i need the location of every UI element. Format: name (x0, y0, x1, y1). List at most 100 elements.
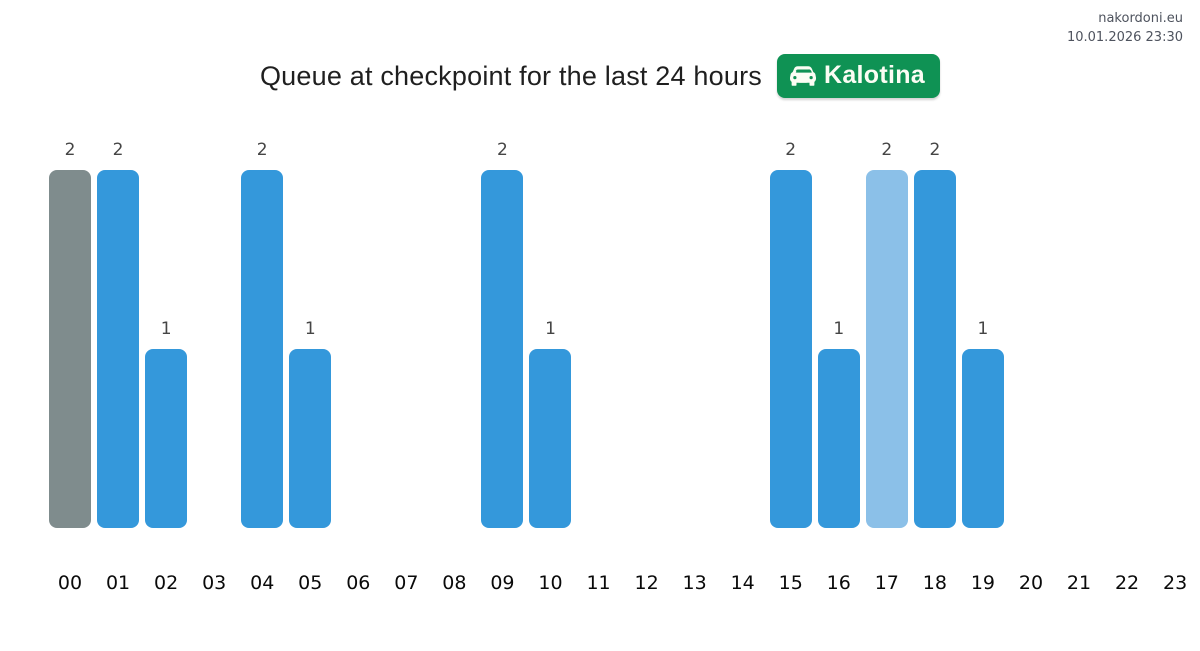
hour-slot-12: 12 (623, 170, 671, 594)
axis-label-02: 02 (154, 572, 179, 594)
bar-hour-09: 2 (481, 140, 524, 528)
bar-value-label: 1 (545, 319, 556, 339)
title-row: Queue at checkpoint for the last 24 hour… (0, 54, 1200, 98)
axis-label-15: 15 (778, 572, 803, 594)
hour-slot-19: 1 19 (959, 170, 1007, 594)
hour-slot-00: 2 00 (46, 140, 94, 594)
bar-value-label: 2 (929, 140, 941, 160)
bar-value-label: 2 (785, 140, 797, 160)
axis-label-14: 14 (730, 572, 755, 594)
site-info: nakordoni.eu 10.01.2026 23:30 (1067, 9, 1183, 47)
bar-value-label: 2 (881, 140, 893, 160)
hour-slot-23: 23 (1151, 170, 1199, 594)
bar-area: 1 (959, 170, 1007, 528)
bar-area: 2 (46, 140, 94, 528)
bar-area: 1 (526, 170, 574, 528)
hour-slot-01: 2 01 (94, 140, 142, 594)
checkpoint-badge-button[interactable]: Kalotina (776, 54, 941, 98)
axis-label-07: 07 (394, 572, 419, 594)
axis-label-18: 18 (922, 572, 947, 594)
bar-value-label: 2 (497, 140, 508, 160)
bar-area: 2 (478, 140, 526, 528)
axis-label-11: 11 (586, 572, 611, 594)
axis-label-19: 19 (970, 572, 995, 594)
bar-hour-16: 1 (817, 319, 860, 528)
hour-slot-10: 1 10 (526, 170, 574, 594)
bar-area: 2 (238, 140, 286, 528)
axis-label-22: 22 (1114, 572, 1140, 594)
bar-value-label: 2 (256, 140, 268, 160)
axis-label-16: 16 (826, 572, 851, 594)
bar-hour-18: 2 (913, 140, 956, 528)
hour-slot-08: 08 (430, 170, 478, 594)
hour-slot-21: 21 (1055, 170, 1103, 594)
hour-slot-05: 1 05 (286, 170, 334, 594)
axis-label-05: 05 (298, 572, 323, 594)
axis-label-12: 12 (634, 572, 659, 594)
hour-slot-04: 2 04 (238, 140, 286, 594)
bar-area (671, 170, 719, 528)
bar-value-label: 1 (977, 319, 989, 339)
bar-area (334, 170, 382, 528)
bar-value-label: 2 (64, 140, 76, 160)
bar-area: 2 (911, 140, 959, 528)
axis-label-04: 04 (250, 572, 275, 594)
bar-area (382, 170, 430, 528)
queue-bar-chart: 2 00 2 01 1 02 03 2 04 1 05 06 07 08 2 09 1 10 11 12 13 14 2 15… (46, 140, 1199, 594)
axis-label-17: 17 (874, 572, 899, 594)
bar-area (1103, 170, 1151, 528)
axis-label-08: 08 (442, 572, 467, 594)
hour-slot-06: 06 (334, 170, 382, 594)
bar-hour-02: 1 (145, 319, 188, 528)
hour-slot-02: 1 02 (142, 170, 190, 594)
hour-slot-11: 11 (575, 170, 623, 594)
axis-label-23: 23 (1163, 572, 1188, 594)
hour-slot-18: 2 18 (911, 140, 959, 594)
bar-area (623, 170, 671, 528)
hour-slot-13: 13 (671, 170, 719, 594)
bar-value-label: 1 (160, 319, 172, 339)
bar-value-label: 2 (112, 140, 124, 160)
bar-area (575, 170, 623, 528)
timestamp: 10.01.2026 23:30 (1066, 30, 1183, 45)
bar-area (190, 170, 238, 528)
bar-hour-10: 1 (529, 319, 572, 528)
hour-slot-20: 20 (1007, 170, 1055, 594)
axis-label-20: 20 (1018, 572, 1044, 594)
bar-hour-00: 2 (49, 140, 92, 528)
bar-area: 1 (815, 170, 863, 528)
checkpoint-badge-label: Kalotina (823, 61, 926, 89)
bar-area: 1 (142, 170, 190, 528)
axis-label-06: 06 (346, 572, 371, 594)
hour-slot-16: 1 16 (815, 170, 863, 594)
hour-slot-14: 14 (719, 170, 767, 594)
bar-area: 2 (767, 140, 815, 528)
axis-label-00: 00 (57, 572, 83, 594)
hour-slot-22: 22 (1103, 170, 1151, 594)
bar-hour-05: 1 (289, 319, 332, 528)
bar-area: 2 (94, 140, 142, 528)
site-name: nakordoni.eu (1098, 11, 1183, 26)
bar-area (1055, 170, 1103, 528)
bar-hour-01: 2 (97, 140, 140, 528)
hour-slot-17: 2 17 (863, 140, 911, 594)
hour-slot-15: 2 15 (767, 140, 815, 594)
axis-label-01: 01 (105, 572, 131, 594)
bar-hour-15: 2 (769, 140, 812, 528)
axis-label-09: 09 (490, 572, 515, 594)
bar-area (1007, 170, 1055, 528)
bar-area: 1 (286, 170, 334, 528)
car-front-icon (789, 63, 816, 89)
bar-area (430, 170, 478, 528)
axis-label-21: 21 (1066, 572, 1092, 594)
bar-hour-04: 2 (241, 140, 284, 528)
axis-label-13: 13 (682, 572, 707, 594)
bar-value-label: 1 (304, 319, 316, 339)
axis-label-10: 10 (538, 572, 563, 594)
bar-area: 2 (863, 140, 911, 528)
bar-hour-17: 2 (865, 140, 908, 528)
bar-area (719, 170, 767, 528)
bar-area (1151, 170, 1199, 528)
bar-hour-19: 1 (961, 319, 1004, 528)
page-title: Queue at checkpoint for the last 24 hour… (259, 60, 762, 91)
